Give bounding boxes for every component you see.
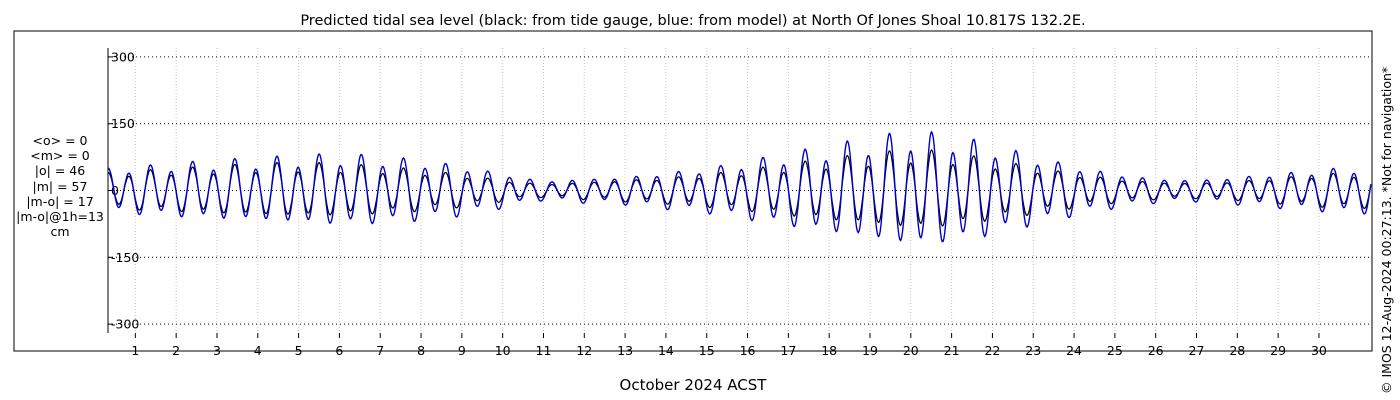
x-tick-label: 8: [417, 343, 425, 358]
x-tick-label: 10: [495, 343, 511, 358]
x-tick-label: 30: [1311, 343, 1327, 358]
series-line: [107, 130, 1372, 243]
x-tick-label: 20: [903, 343, 919, 358]
y-tick-label: 0: [111, 183, 119, 198]
x-tick-label: 4: [254, 343, 262, 358]
x-tick-label: 28: [1229, 343, 1245, 358]
x-tick-label: 22: [984, 343, 1000, 358]
y-tick-label: -150: [111, 250, 139, 265]
y-tick-label: -300: [111, 317, 139, 332]
stat-unit: cm: [50, 224, 70, 240]
x-tick-label: 27: [1189, 343, 1205, 358]
series-group: [107, 130, 1372, 243]
plot-frame: [13, 30, 1373, 352]
x-tick-label: 29: [1270, 343, 1286, 358]
stat-abs-diff-1h: |m-o|@1h=13: [16, 209, 104, 225]
x-tick-label: 14: [658, 343, 674, 358]
x-tick-label: 15: [699, 343, 715, 358]
x-tick-label: 25: [1107, 343, 1123, 358]
x-tick-label: 18: [821, 343, 837, 358]
stats-panel: <o> = 0 <m> = 0 |o| = 46 |m| = 57 |m-o| …: [8, 133, 112, 239]
y-tick-label: 150: [111, 116, 135, 131]
x-tick-label: 17: [780, 343, 796, 358]
x-tick-label: 26: [1148, 343, 1164, 358]
x-tick-label: 16: [740, 343, 756, 358]
x-tick-label: 3: [213, 343, 221, 358]
x-tick-label: 13: [617, 343, 633, 358]
stat-mean-model: <m> = 0: [30, 148, 90, 164]
stat-mean-obs: <o> = 0: [32, 133, 88, 148]
x-tick-label: 19: [862, 343, 878, 358]
x-tick-label: 6: [335, 343, 343, 358]
grid: [108, 48, 1372, 333]
x-axis: 1 2 3 4 5 6 7 8 9 10 11 12 13 14 15 16 17 18 19 20 21 22 23 24 2…: [131, 333, 1327, 358]
stat-abs-model: |m| = 57: [32, 178, 88, 194]
y-axis: 300 150 0 -150 -300: [108, 49, 139, 332]
x-tick-label: 21: [944, 343, 960, 358]
y-tick-label: 300: [111, 49, 135, 64]
stat-abs-obs: |o| = 46: [34, 163, 86, 179]
stat-abs-diff: |m-o| = 17: [26, 193, 94, 209]
copyright-note: © IMOS 12-Aug-2024 00:27:13. *Not for na…: [1379, 66, 1394, 394]
x-tick-label: 11: [536, 343, 552, 358]
chart-title: Predicted tidal sea level (black: from t…: [300, 13, 1085, 29]
x-tick-label: 7: [376, 343, 384, 358]
x-tick-label: 2: [172, 343, 180, 358]
series-line: [107, 149, 1372, 227]
x-tick-label: 24: [1066, 343, 1082, 358]
x-tick-label: 23: [1025, 343, 1041, 358]
x-tick-label: 5: [295, 343, 303, 358]
x-tick-label: 9: [458, 343, 466, 358]
x-tick-label: 1: [131, 343, 139, 358]
x-axis-label: October 2024 ACST: [620, 376, 768, 394]
x-tick-label: 12: [576, 343, 592, 358]
